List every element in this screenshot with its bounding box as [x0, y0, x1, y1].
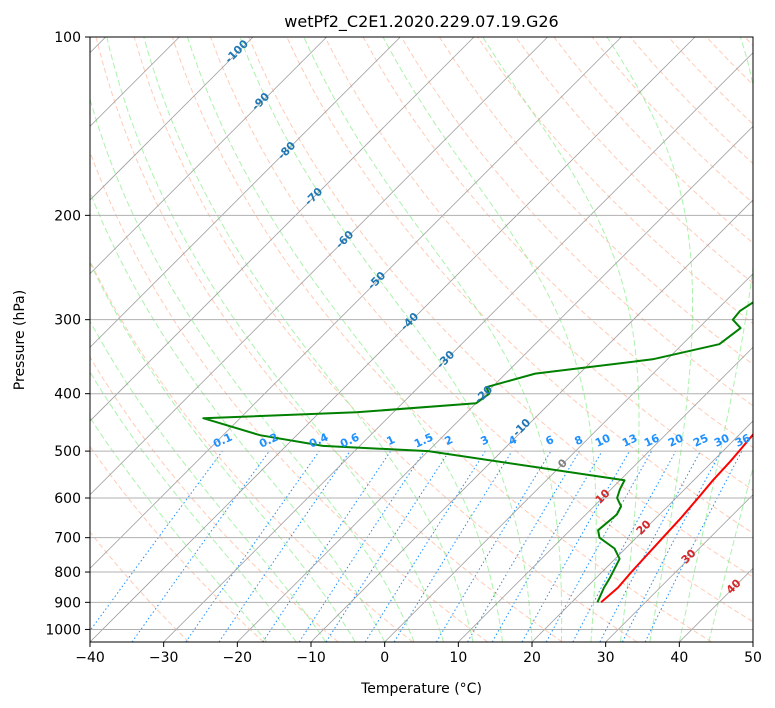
mixing-ratio-label: 30 — [712, 431, 732, 449]
moist-adiabat — [90, 416, 268, 642]
isotherm — [90, 37, 327, 275]
isotherm — [90, 37, 254, 201]
isotherm — [237, 125, 753, 642]
moist-adiabat — [239, 37, 533, 642]
y-tick-label: 700 — [54, 531, 81, 547]
x-tick-label: 40 — [670, 650, 688, 666]
dry-adiabat — [95, 37, 563, 642]
mixing-ratio-label: 20 — [666, 431, 686, 449]
mixing-ratio-line — [131, 450, 270, 642]
y-tick-label: 600 — [54, 491, 81, 507]
moist-adiabat — [90, 261, 356, 642]
dry-adiabat — [210, 37, 753, 623]
y-tick-label: 500 — [54, 444, 81, 460]
y-tick-label: 100 — [54, 30, 81, 46]
mixing-ratio-line — [262, 450, 392, 642]
y-axis-label: Pressure (hPa) — [12, 290, 28, 390]
grid-lines — [90, 37, 753, 642]
y-tick-label: 300 — [54, 313, 81, 329]
isotherm — [90, 37, 401, 348]
y-tick-label: 200 — [54, 208, 81, 224]
dry-adiabat — [438, 37, 753, 366]
plot-frame — [89, 36, 754, 643]
mixing-ratio-line — [572, 450, 677, 642]
x-tick-label: −30 — [149, 650, 179, 666]
axis-ticks: −40 −30 −20 −10 0 10 20 30 40 50 100 200 300 400 500 60… — [45, 30, 762, 666]
dry-adiabat — [248, 37, 753, 578]
isotherm — [90, 37, 622, 569]
x-tick-label: 0 — [380, 650, 389, 666]
isotherm — [163, 52, 753, 642]
mixing-ratio-line — [545, 450, 653, 642]
isotherm — [531, 420, 753, 642]
mixing-ratio-line — [185, 450, 320, 642]
y-tick-label: 900 — [54, 595, 81, 611]
isotherm — [458, 346, 753, 642]
mixing-ratio-line — [298, 450, 425, 642]
x-tick-label: 10 — [449, 650, 467, 666]
dry-adiabat — [515, 37, 753, 284]
mixing-ratio-label: 13 — [620, 431, 639, 449]
isotherm — [90, 37, 475, 422]
x-tick-label: −10 — [296, 650, 326, 666]
mixing-ratio-line — [393, 450, 513, 642]
moist-adiabat — [382, 37, 597, 642]
moist-adiabat — [90, 370, 297, 642]
moist-adiabat — [143, 37, 474, 642]
mixing-ratio-label: 25 — [691, 431, 710, 449]
plot-area — [90, 37, 753, 642]
moist-adiabat — [482, 37, 640, 642]
moist-adiabat — [90, 190, 386, 642]
x-axis-label: Temperature (°C) — [360, 681, 482, 697]
mixing-ratio-line — [218, 450, 351, 642]
y-tick-label: 800 — [54, 565, 81, 581]
isotherm — [90, 37, 696, 642]
mixing-ratio-label: 36 — [733, 431, 753, 449]
dry-adiabat — [400, 37, 753, 407]
profile-lines — [202, 301, 753, 604]
isotherm — [605, 494, 753, 642]
moist-adiabat — [606, 37, 694, 642]
mixing-ratio-line — [521, 450, 630, 642]
background-lines — [90, 37, 753, 642]
moist-adiabat — [106, 37, 445, 642]
dry-adiabat — [90, 445, 264, 642]
mixing-ratio-line — [644, 450, 743, 642]
mixing-ratio-line — [325, 450, 450, 642]
mixing-ratio-label: 16 — [642, 431, 662, 449]
dry-adiabat — [90, 531, 190, 642]
isotherm — [310, 199, 753, 642]
moist-adiabat — [187, 37, 503, 642]
moist-adiabat — [678, 37, 753, 642]
moist-adiabat — [303, 37, 563, 642]
x-tick-label: 20 — [523, 650, 541, 666]
dewpoint-line — [202, 301, 753, 603]
mixing-ratio-line — [90, 450, 223, 632]
x-tick-label: 30 — [597, 650, 615, 666]
dry-adiabat — [90, 356, 339, 642]
dry-adiabat — [324, 37, 753, 491]
dry-adiabat — [171, 37, 712, 642]
dry-adiabat — [90, 150, 488, 642]
x-tick-label: −40 — [75, 650, 105, 666]
chart-title: wetPf2_C2E1.2020.229.07.19.G26 — [284, 12, 558, 32]
isotherm — [90, 37, 548, 496]
x-tick-label: 50 — [744, 650, 762, 666]
dry-adiabat — [133, 37, 638, 642]
y-tick-label: 400 — [54, 387, 81, 403]
isotherm — [384, 273, 753, 642]
y-tick-label: 1000 — [45, 622, 81, 638]
x-tick-label: −20 — [223, 650, 253, 666]
isotherm — [752, 641, 753, 642]
mixing-ratio-label: 10 — [593, 431, 613, 449]
temperature-line — [600, 432, 753, 604]
